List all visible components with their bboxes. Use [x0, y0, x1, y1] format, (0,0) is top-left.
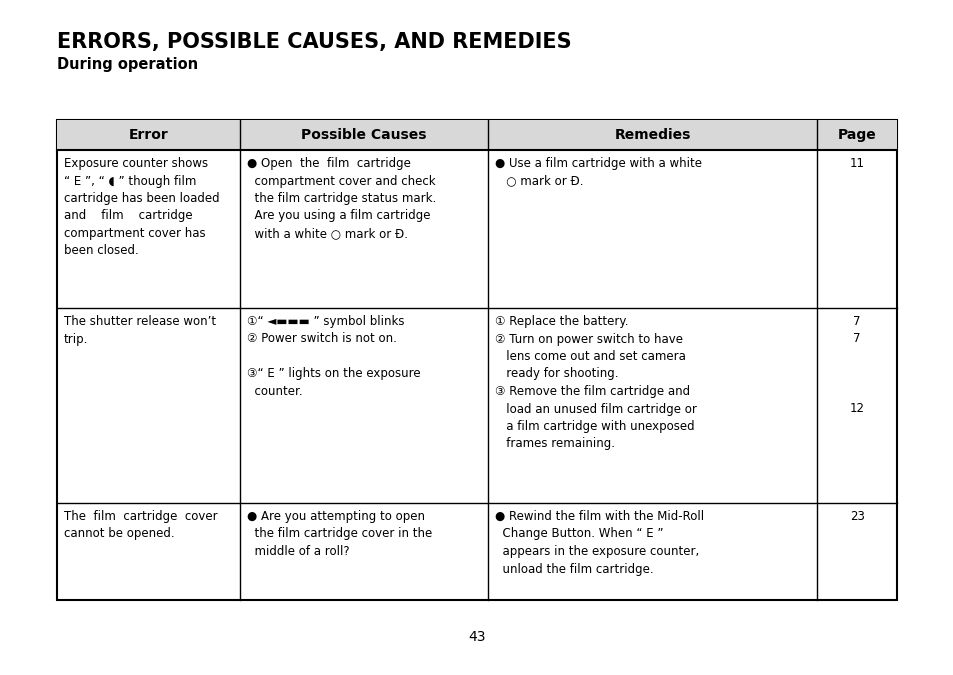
Text: Possible Causes: Possible Causes: [301, 128, 426, 142]
Text: Page: Page: [837, 128, 876, 142]
Text: The  film  cartridge  cover
cannot be opened.: The film cartridge cover cannot be opene…: [64, 510, 217, 541]
Text: ① Replace the battery.
② Turn on power switch to have
   lens come out and set c: ① Replace the battery. ② Turn on power s…: [495, 315, 696, 450]
Bar: [57, 120, 896, 150]
Text: Error: Error: [129, 128, 169, 142]
Text: Remedies: Remedies: [614, 128, 690, 142]
Bar: [57, 120, 896, 600]
Text: ● Use a film cartridge with a white
   ○ mark or Ɖ.: ● Use a film cartridge with a white ○ ma…: [495, 157, 701, 188]
Text: ● Rewind the film with the Mid-Roll
  Change Button. When “ E ”
  appears in the: ● Rewind the film with the Mid-Roll Chan…: [495, 510, 703, 576]
Text: During operation: During operation: [57, 57, 198, 72]
Text: 23: 23: [849, 510, 863, 523]
Text: ● Open  the  film  cartridge
  compartment cover and check
  the film cartridge : ● Open the film cartridge compartment co…: [247, 157, 436, 240]
Text: Exposure counter shows
“ E ”, “ ◖ ” though film
cartridge has been loaded
and   : Exposure counter shows “ E ”, “ ◖ ” thou…: [64, 157, 219, 257]
Text: ①“ ◄▬▬▬ ” symbol blinks
② Power switch is not on.

③“ E ” lights on the exposure: ①“ ◄▬▬▬ ” symbol blinks ② Power switch i…: [247, 315, 420, 398]
Text: 43: 43: [468, 630, 485, 644]
Text: 11: 11: [849, 157, 863, 170]
Text: 7
7



12: 7 7 12: [849, 315, 863, 416]
Text: ● Are you attempting to open
  the film cartridge cover in the
  middle of a rol: ● Are you attempting to open the film ca…: [247, 510, 432, 558]
Text: ERRORS, POSSIBLE CAUSES, AND REMEDIES: ERRORS, POSSIBLE CAUSES, AND REMEDIES: [57, 32, 571, 52]
Text: The shutter release won’t
trip.: The shutter release won’t trip.: [64, 315, 216, 346]
